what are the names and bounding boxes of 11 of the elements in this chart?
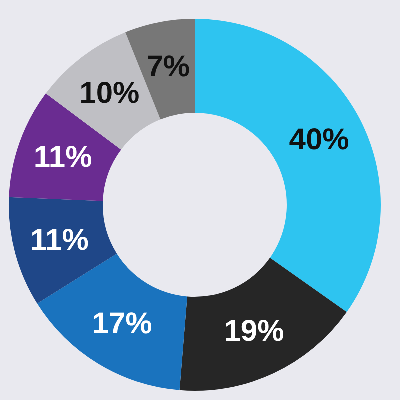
donut-slice	[180, 258, 347, 391]
donut-slice	[195, 19, 381, 312]
data-label: 7%	[146, 50, 190, 84]
donut-slice	[37, 254, 188, 390]
data-label: 17%	[92, 308, 152, 341]
data-label: 19%	[224, 314, 284, 348]
data-label: 10%	[80, 77, 140, 110]
donut-slice	[9, 197, 118, 304]
data-label: 11%	[34, 141, 92, 174]
data-label: 40%	[289, 124, 350, 157]
data-label: 11%	[30, 224, 89, 257]
